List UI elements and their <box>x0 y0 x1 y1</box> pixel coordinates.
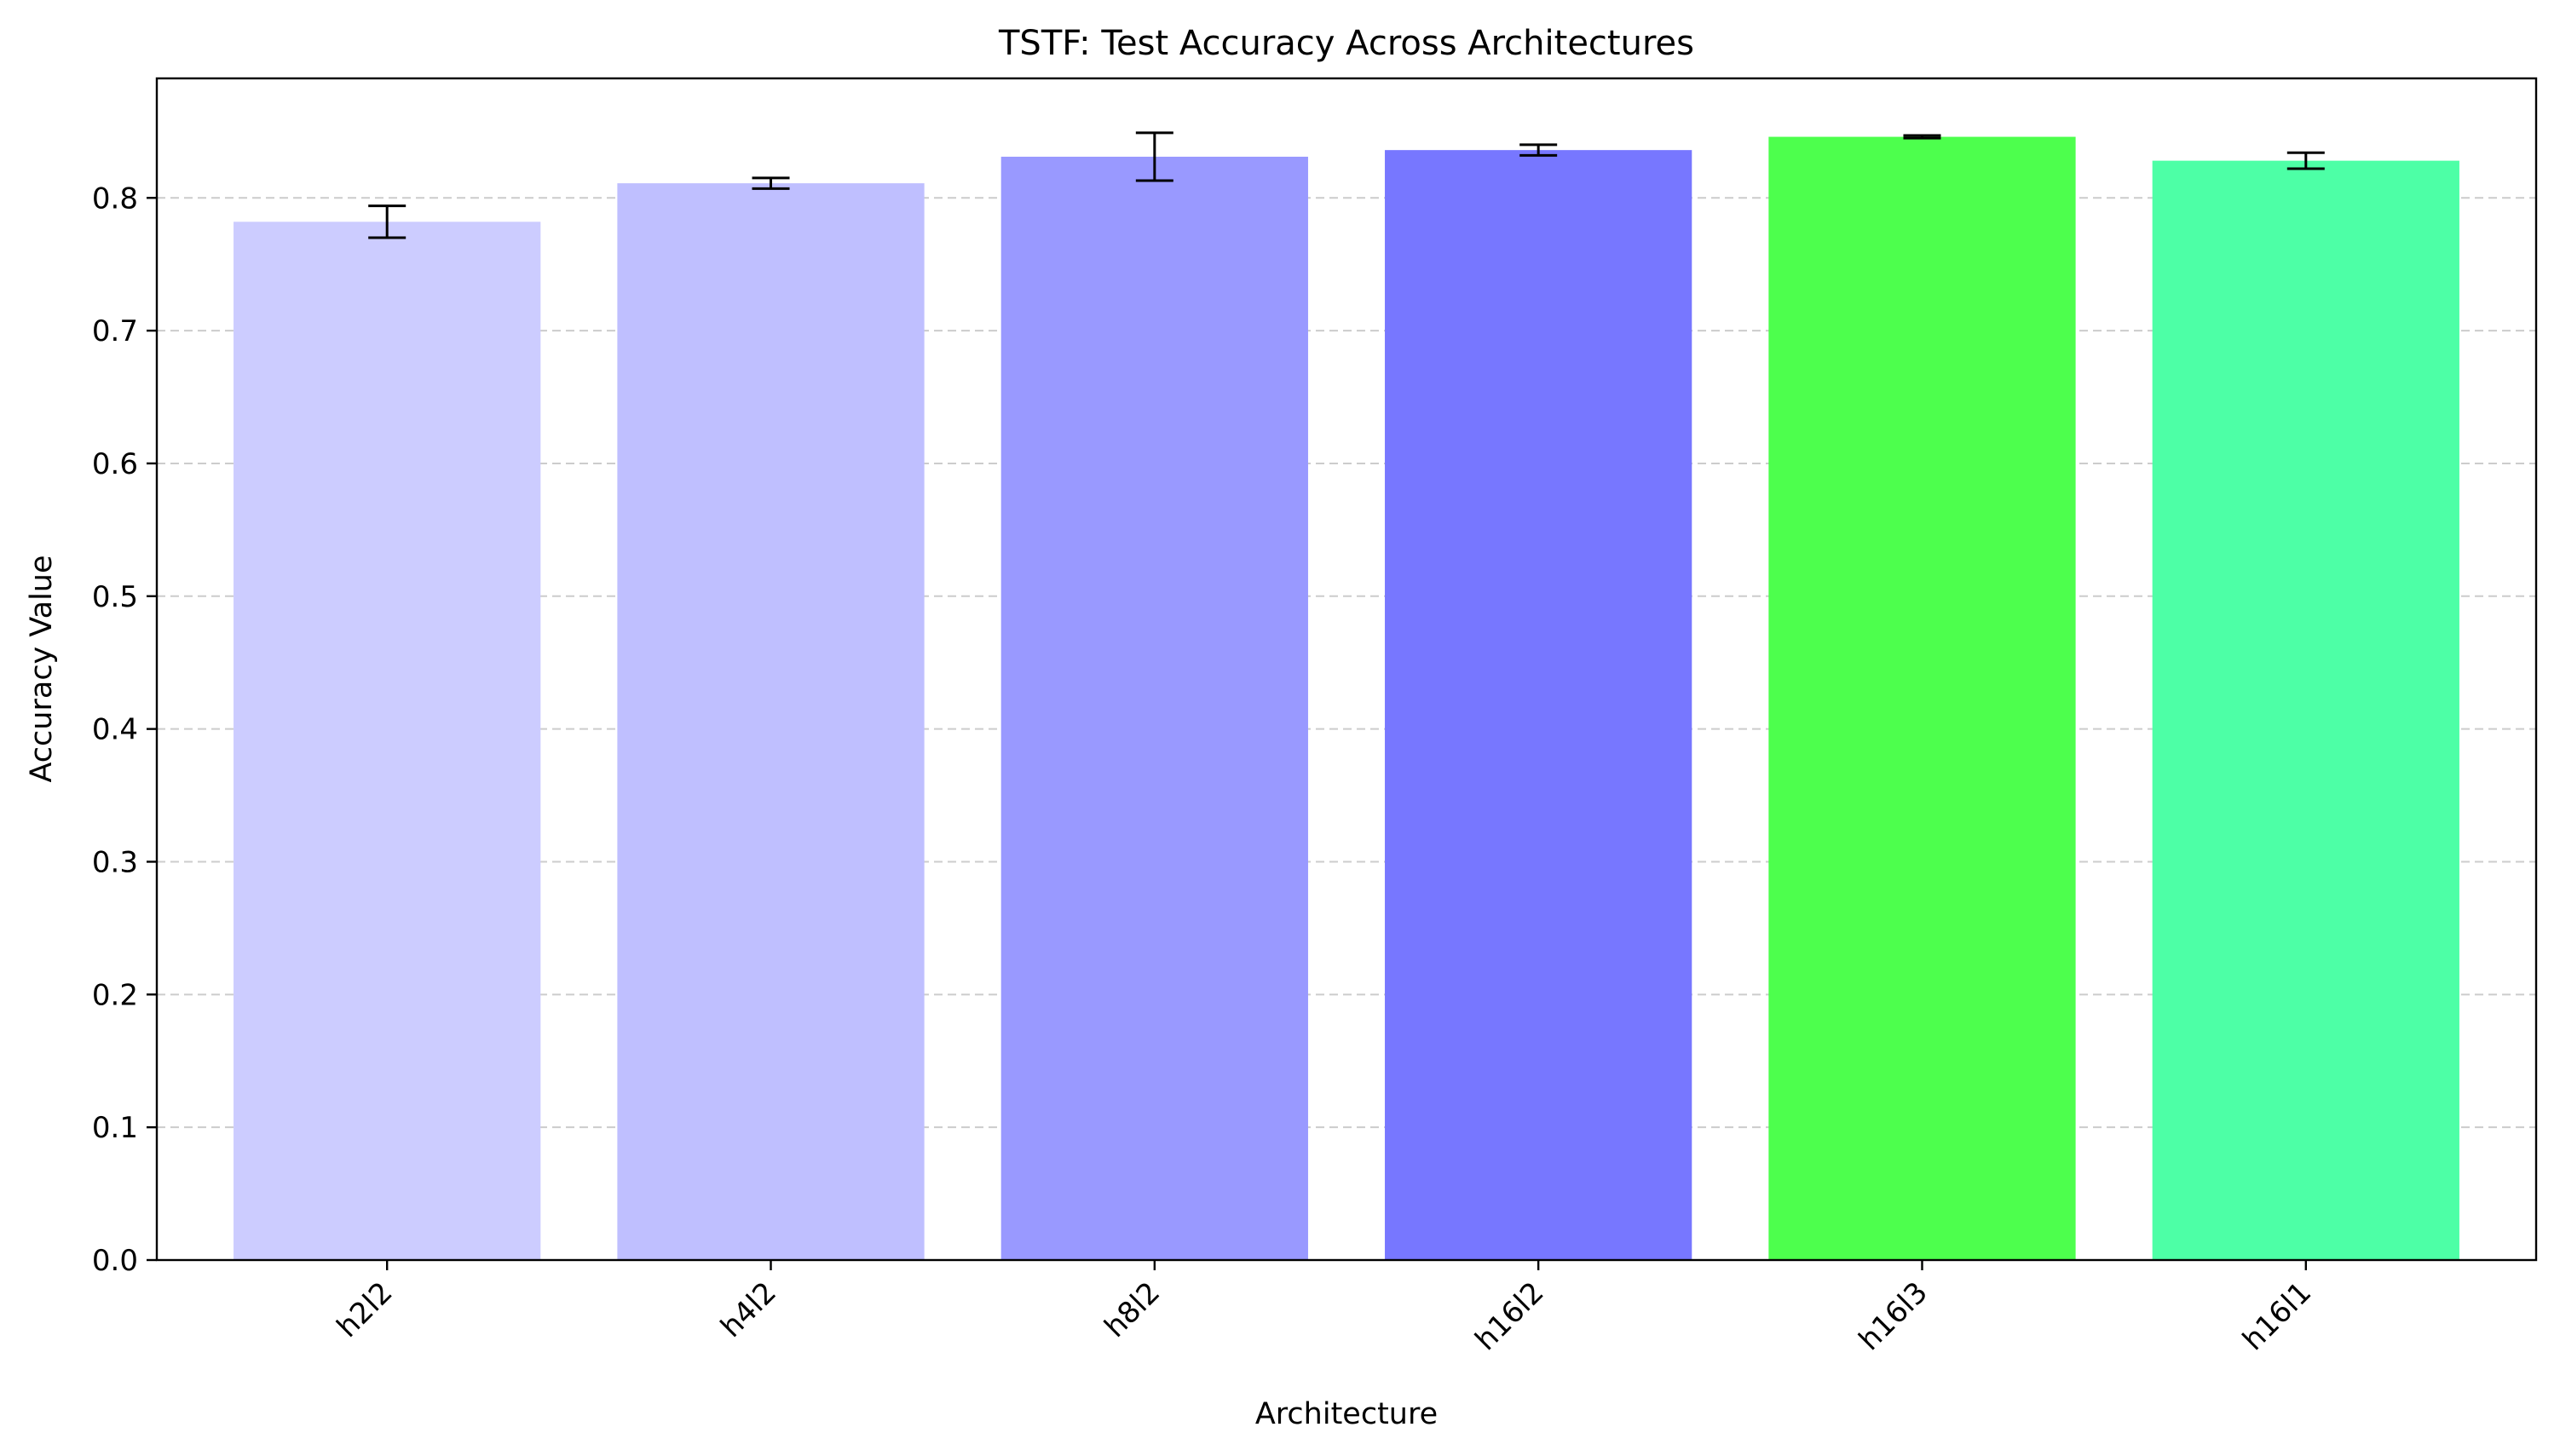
plot-frame <box>155 77 2538 1262</box>
y-tick-label: 0.1 <box>92 1111 138 1145</box>
y-tick-label: 0.5 <box>92 580 138 614</box>
bar-h16l1 <box>2152 160 2459 1261</box>
bar-h8l2 <box>1000 156 1308 1261</box>
bars <box>234 136 2459 1261</box>
y-tick-label: 0.7 <box>92 314 138 348</box>
y-tick-label: 0.6 <box>92 447 138 481</box>
y-tick-label: 0.4 <box>92 713 138 747</box>
bar-h16l3 <box>1768 136 2076 1260</box>
error-bars <box>368 131 2325 239</box>
chart-title: TSTF: Test Accuracy Across Architectures <box>998 24 1694 63</box>
y-tick-label: 0.3 <box>92 845 138 879</box>
y-tick-label: 0.8 <box>92 181 138 216</box>
bar-h2l2 <box>234 222 541 1261</box>
y-tick-label: 0.0 <box>92 1244 138 1278</box>
x-axis-label: Architecture <box>1255 1397 1438 1431</box>
grid-lines <box>157 197 2536 1129</box>
y-axis-ticks: 0.0 0.1 0.2 0.3 0.4 0.5 0.6 0.7 0.8 <box>92 181 157 1278</box>
y-axis-label: Accuracy Value <box>25 555 59 782</box>
bar-h4l2 <box>617 183 925 1261</box>
y-tick-label: 0.2 <box>92 978 138 1012</box>
bar-h16l2 <box>1385 150 1692 1261</box>
